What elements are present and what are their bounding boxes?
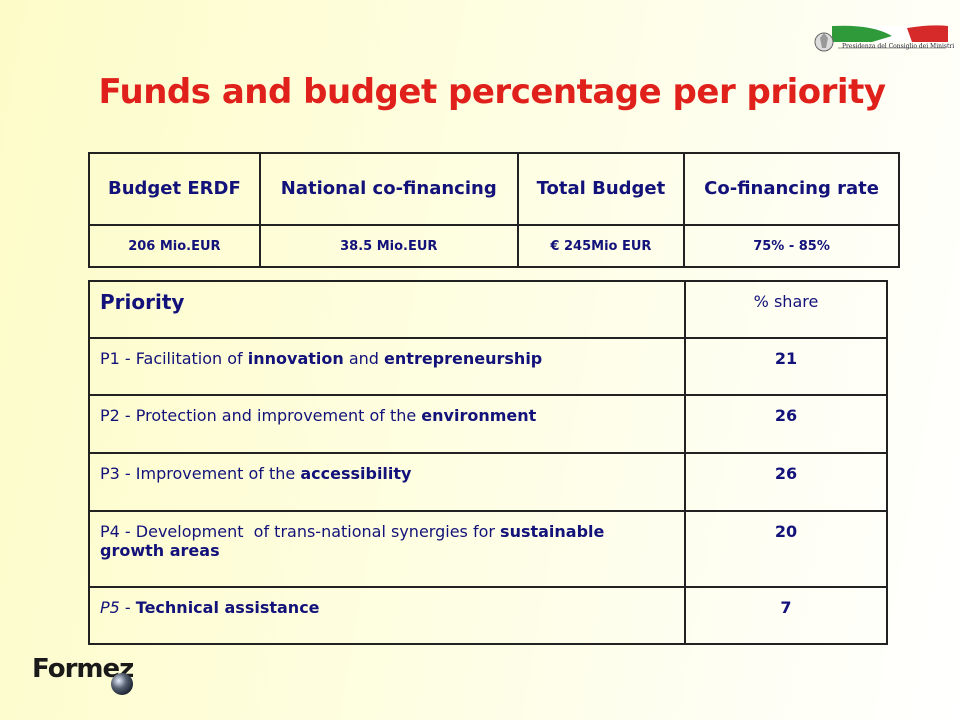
priority-row: P1 - Facilitation of innovation and entr… (88, 337, 888, 396)
budget-table: Budget ERDF National co-financing Total Bu… (88, 152, 900, 268)
header-cell: Budget ERDF (88, 152, 261, 226)
priority-cell: P5 - Technical assistance (88, 586, 686, 645)
priority-row: P3 - Improvement of the accessibility 26 (88, 452, 888, 512)
data-row: 206 Mio.EUR 38.5 Mio.EUR € 245Mio EUR 75% -… (88, 224, 900, 268)
priority-text: accessibility (300, 464, 412, 483)
header-cell: % share (684, 280, 888, 339)
logo-text: Presidenza del Consiglio dei Ministri (842, 43, 955, 50)
header-cell: Priority (88, 280, 686, 339)
share-cell: 26 (684, 452, 888, 512)
priority-row: P4 - Development of trans-national syner… (88, 510, 888, 588)
priority-text: entrepreneurship (384, 349, 543, 368)
priority-text: P2 - Protection and improvement of the (100, 406, 422, 425)
priority-cell: P2 - Protection and improvement of the e… (88, 394, 686, 454)
share-cell: 21 (684, 337, 888, 396)
priority-cell: P1 - Facilitation of innovation and entr… (88, 337, 686, 396)
data-cell: 75% - 85% (683, 224, 900, 268)
priority-row: P2 - Protection and improvement of the e… (88, 394, 888, 454)
data-cell: 38.5 Mio.EUR (258, 224, 519, 268)
data-cell: € 245Mio EUR (516, 224, 686, 268)
priority-text: innovation (247, 349, 344, 368)
priority-cell: P4 - Development of trans-national syner… (88, 510, 686, 588)
priority-text: Technical assistance (135, 598, 320, 617)
priority-text: P5 (100, 598, 120, 617)
priority-text: and (343, 349, 385, 368)
share-cell: 7 (684, 586, 888, 645)
government-logo (814, 25, 948, 52)
share-cell: 26 (684, 394, 888, 454)
priority-text: sustainable growth areas (100, 522, 610, 560)
priority-cell: P3 - Improvement of the accessibility (88, 452, 686, 512)
logo-sphere (111, 673, 133, 695)
data-cell: 206 Mio.EUR (88, 224, 261, 268)
priority-text: - (119, 598, 136, 617)
header-cell: Total Budget (516, 152, 686, 226)
priority-row: P5 - Technical assistance 7 (88, 586, 888, 645)
header-cell: Co-financing rate (683, 152, 900, 226)
priority-text: environment (421, 406, 537, 425)
priority-text: P4 - Development of trans-national syner… (100, 522, 501, 541)
priority-text: P1 - Facilitation of (100, 349, 248, 368)
priority-table: Priority% share P1 - Facilitation of inno… (88, 280, 888, 645)
share-cell: 20 (684, 510, 888, 588)
header-row: Priority% share (88, 280, 888, 339)
header-row: Budget ERDF National co-financing Total Bu… (88, 152, 900, 226)
priority-text: P3 - Improvement of the (100, 464, 301, 483)
slide-title: Funds and budget percentage per priority (98, 72, 886, 112)
header-cell: National co-financing (258, 152, 519, 226)
